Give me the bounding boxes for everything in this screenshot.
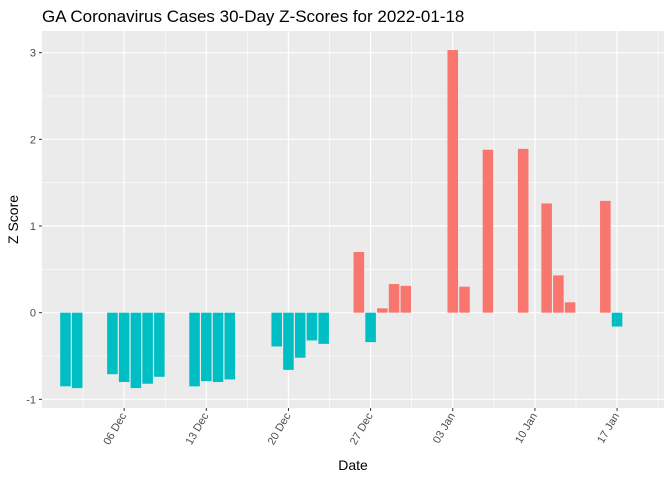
bar	[306, 312, 318, 341]
bars	[60, 50, 623, 389]
bar	[107, 312, 118, 375]
bar	[60, 312, 71, 387]
bar	[212, 312, 224, 382]
bar	[71, 312, 83, 389]
bar	[564, 302, 576, 313]
bar	[459, 286, 470, 313]
x-tick-label: 03 Jan	[431, 411, 458, 446]
chart-title: GA Coronavirus Cases 30-Day Z-Scores for…	[42, 7, 464, 26]
x-tick-label: 06 Dec	[101, 411, 129, 448]
y-axis-title: Z Score	[5, 195, 21, 244]
bar	[553, 275, 564, 313]
y-tick-label: -1	[26, 394, 36, 406]
x-tick-label: 17 Jan	[595, 411, 622, 446]
bar	[482, 149, 494, 313]
bar	[283, 312, 294, 370]
y-tick-label: 1	[30, 221, 36, 233]
bar	[541, 203, 552, 313]
bar	[447, 50, 459, 313]
bar	[400, 285, 412, 313]
bar	[318, 312, 329, 344]
x-tick-label: 20 Dec	[266, 411, 294, 448]
bar	[353, 252, 365, 313]
bar	[224, 312, 236, 380]
bar	[294, 312, 306, 358]
bar	[142, 312, 153, 384]
x-axis-title: Date	[338, 457, 368, 473]
bar	[365, 312, 376, 343]
bar	[271, 312, 282, 347]
x-tick-label: 27 Dec	[348, 411, 376, 448]
bar	[611, 312, 623, 327]
y-tick-label: 0	[30, 308, 36, 320]
bar	[201, 312, 212, 382]
bar	[377, 308, 388, 313]
bar	[130, 312, 142, 389]
bar	[517, 148, 529, 313]
x-tick-label: 10 Jan	[513, 411, 540, 446]
y-axis: -1 0 1 2 3	[26, 48, 42, 406]
bar	[118, 312, 130, 382]
y-tick-label: 2	[30, 134, 36, 146]
bar	[189, 312, 200, 387]
bar	[600, 200, 611, 313]
bar	[154, 312, 165, 377]
bar	[388, 284, 400, 313]
x-axis: 06 Dec 13 Dec 20 Dec 27 Dec 03 Jan 10 Jan 17 J…	[101, 408, 622, 447]
x-tick-label: 13 Dec	[184, 411, 212, 448]
y-tick-label: 3	[30, 48, 36, 60]
